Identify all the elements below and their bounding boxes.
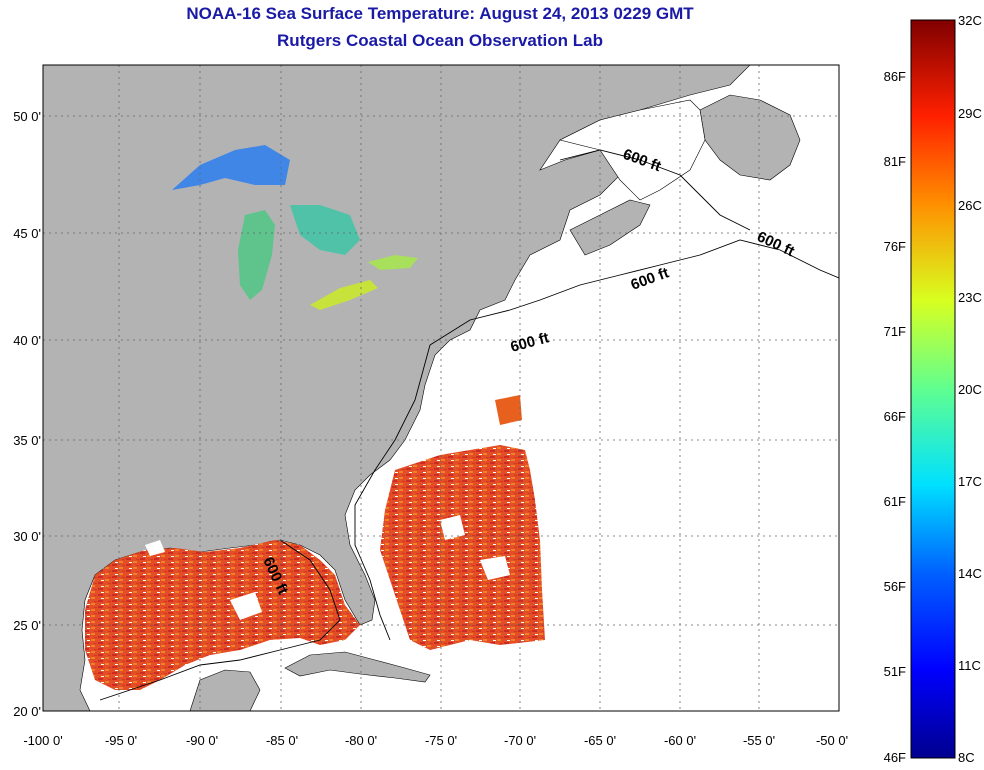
lon-tick-label: -80 0' (345, 733, 377, 748)
water-gulf-st-lawrence (559, 99, 706, 201)
contour-600ft (99, 239, 839, 701)
land-nova-scotia (569, 199, 651, 256)
lon-tick-label: -65 0' (584, 733, 616, 748)
colorbar-f-label: 76F (884, 239, 906, 254)
lake-ontario (368, 255, 418, 270)
longitude-axis: -100 0' -95 0' -90 0' -85 0' -80 0' -75 … (23, 733, 848, 748)
latitude-axis: 50 0' 45 0' 40 0' 35 0' 30 0' 25 0' 20 0… (13, 109, 41, 719)
lat-tick-label: 40 0' (13, 333, 41, 348)
colorbar-c-label: 32C (958, 13, 982, 28)
lake-huron (290, 205, 360, 255)
colorbar-f-label: 61F (884, 494, 906, 509)
land-cuba (284, 651, 431, 683)
lon-tick-label: -50 0' (816, 733, 848, 748)
colorbar-f-label: 51F (884, 664, 906, 679)
colorbar-c-label: 29C (958, 106, 982, 121)
lat-tick-label: 20 0' (13, 704, 41, 719)
lon-tick-label: -95 0' (105, 733, 137, 748)
map-subtitle: Rutgers Coastal Ocean Observation Lab (277, 31, 603, 50)
lon-tick-label: -85 0' (266, 733, 298, 748)
lon-tick-label: -60 0' (664, 733, 696, 748)
lake-superior (172, 145, 290, 190)
lat-tick-label: 35 0' (13, 433, 41, 448)
colorbar-f-label: 46F (884, 750, 906, 765)
map-title: NOAA-16 Sea Surface Temperature: August … (186, 4, 694, 23)
colorbar-c-label: 20C (958, 382, 982, 397)
colorbar-f-label: 71F (884, 324, 906, 339)
colorbar-fahrenheit-labels: 86F 81F 76F 71F 66F 61F 56F 51F 46F (884, 69, 906, 765)
colorbar-f-label: 66F (884, 409, 906, 424)
colorbar-c-label: 14C (958, 566, 982, 581)
lon-tick-label: -100 0' (23, 733, 62, 748)
colorbar (910, 19, 956, 759)
lon-tick-label: -55 0' (743, 733, 775, 748)
graticule (43, 65, 839, 711)
colorbar-f-label: 56F (884, 579, 906, 594)
colorbar-c-label: 26C (958, 198, 982, 213)
map-frame (42, 64, 840, 712)
sst-swath-atlantic (380, 445, 545, 650)
lon-tick-label: -70 0' (504, 733, 536, 748)
colorbar-f-label: 81F (884, 154, 906, 169)
lake-michigan (238, 210, 275, 300)
sst-gulf-of-mexico (85, 540, 360, 690)
lon-tick-label: -90 0' (186, 733, 218, 748)
colorbar-c-label: 11C (958, 658, 981, 673)
sst-coastal-strip (495, 395, 522, 425)
colorbar-c-label: 8C (958, 750, 975, 765)
lat-tick-label: 50 0' (13, 109, 41, 124)
colorbar-f-label: 86F (884, 69, 906, 84)
colorbar-celsius-labels: 32C 29C 26C 23C 20C 17C 14C 11C 8C (958, 13, 982, 765)
colorbar-c-label: 17C (958, 474, 982, 489)
colorbar-c-label: 23C (958, 290, 982, 305)
lon-tick-label: -75 0' (425, 733, 457, 748)
lat-tick-label: 45 0' (13, 226, 41, 241)
lat-tick-label: 25 0' (13, 618, 41, 633)
land-yucatan (189, 669, 261, 711)
lat-tick-label: 30 0' (13, 529, 41, 544)
